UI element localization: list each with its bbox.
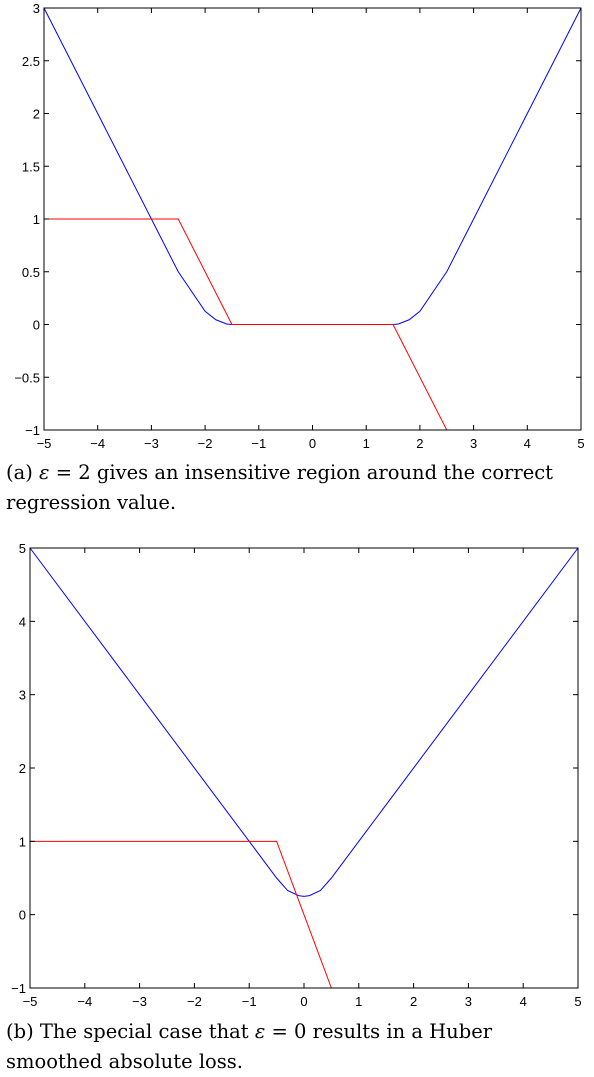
- y-tick-label: 4: [19, 614, 26, 629]
- x-tick-label: 5: [574, 994, 581, 1009]
- caption-b-label: (b): [6, 1020, 34, 1043]
- x-tick-label: −3: [132, 994, 147, 1009]
- y-tick-label: 0: [33, 318, 40, 333]
- y-tick-label: −1: [11, 981, 26, 996]
- x-tick-label: 2: [410, 994, 417, 1009]
- x-tick-label: 4: [520, 994, 527, 1009]
- x-tick-label: 4: [524, 436, 531, 451]
- y-tick-label: 1: [33, 212, 40, 227]
- y-tick-label: −0.5: [14, 370, 40, 385]
- x-tick-label: −2: [187, 994, 202, 1009]
- x-tick-label: −1: [251, 436, 266, 451]
- y-tick-label: 0.5: [22, 265, 40, 280]
- y-tick-label: −1: [25, 423, 40, 438]
- series-line-red: [44, 218, 581, 431]
- x-tick-label: 2: [416, 436, 423, 451]
- x-tick-label: 3: [465, 994, 472, 1009]
- y-tick-label: 2: [19, 761, 26, 776]
- chart-a: −5 −4 −3 −2 −1 0 1 2 3 4 5 −1 −0.5 0 0.5 1 1.5 2 2.5 3: [14, 1, 584, 451]
- x-tick-label: −5: [37, 436, 52, 451]
- figure-b: −5 −4 −3 −2 −1 0 1 2 3 4 5 −1 0 1 2 3 4 5 (b) The special…: [0, 540, 594, 1073]
- caption-b-prefix: The special case that: [39, 1020, 249, 1043]
- caption-b-text: = 0 results in a Huber smoothed absolute…: [6, 1020, 493, 1073]
- y-tick-label: 1: [19, 834, 26, 849]
- y-tick-label: 2.5: [22, 54, 40, 69]
- x-tick-label: −3: [144, 436, 159, 451]
- x-tick-label: −4: [77, 994, 92, 1009]
- caption-a-label: (a): [6, 461, 33, 484]
- series-line-red: [30, 840, 578, 989]
- y-tick-label: 3: [33, 1, 40, 16]
- x-tick-label: −4: [90, 436, 105, 451]
- caption-b-symbol: ε: [254, 1020, 266, 1043]
- x-tick-label: 1: [355, 994, 362, 1009]
- x-tick-label: 0: [309, 436, 316, 451]
- series-line-blue: [43, 7, 582, 325]
- y-tick-label: 2: [33, 107, 40, 122]
- plot-frame: [29, 547, 579, 989]
- x-tick-label: 1: [363, 436, 370, 451]
- x-tick-label: 5: [577, 436, 584, 451]
- y-tick-label: 0: [19, 908, 26, 923]
- series-line-blue: [29, 547, 579, 897]
- x-tick-label: 0: [300, 994, 307, 1009]
- x-tick-label: −2: [198, 436, 213, 451]
- caption-a: (a) ε = 2 gives an insensitive region ar…: [6, 458, 590, 518]
- x-tick-label: 3: [470, 436, 477, 451]
- y-tick-label: 1.5: [22, 159, 40, 174]
- y-tick-label: 3: [19, 688, 26, 703]
- y-tick-label: 5: [19, 541, 26, 556]
- figure-a: −5 −4 −3 −2 −1 0 1 2 3 4 5 −1 −0.5 0 0.5 1 1.5 2 2.5 3 (a) …: [0, 0, 594, 530]
- x-tick-label: −5: [23, 994, 38, 1009]
- caption-b: (b) The special case that ε = 0 results …: [6, 1017, 590, 1077]
- x-tick-label: −1: [242, 994, 257, 1009]
- caption-a-symbol: ε: [39, 461, 50, 484]
- chart-b: −5 −4 −3 −2 −1 0 1 2 3 4 5 −1 0 1 2 3 4 5: [11, 541, 581, 1009]
- caption-a-text: = 2 gives an insensitive region around t…: [6, 461, 553, 514]
